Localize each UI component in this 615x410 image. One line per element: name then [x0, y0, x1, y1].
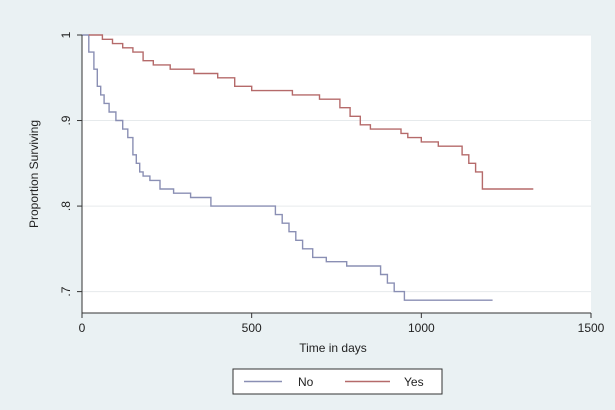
y-ticks: .7 .8 .9 1 [59, 31, 82, 297]
y-tick-label: .9 [59, 115, 73, 125]
y-tick-label: .8 [59, 201, 73, 211]
legend-label-yes: Yes [404, 375, 424, 389]
y-tick-label: .7 [59, 286, 73, 296]
series-line-yes [88, 34, 534, 190]
x-tick-label: 1500 [578, 321, 605, 335]
series-lines [82, 34, 534, 301]
x-ticks: 0 500 1000 1500 [79, 313, 605, 335]
series-line-no [82, 34, 493, 301]
gridlines [82, 34, 591, 293]
legend: No Yes [232, 368, 443, 395]
plot-area [82, 35, 591, 313]
x-axis-title: Time in days [299, 341, 367, 355]
x-tick-label: 1000 [408, 321, 435, 335]
y-tick-label: 1 [59, 31, 73, 38]
legend-label-no: No [298, 375, 314, 389]
x-tick-label: 0 [79, 321, 86, 335]
axes [81, 35, 591, 314]
y-axis-title: Proportion Surviving [27, 120, 41, 228]
x-tick-label: 500 [242, 321, 262, 335]
